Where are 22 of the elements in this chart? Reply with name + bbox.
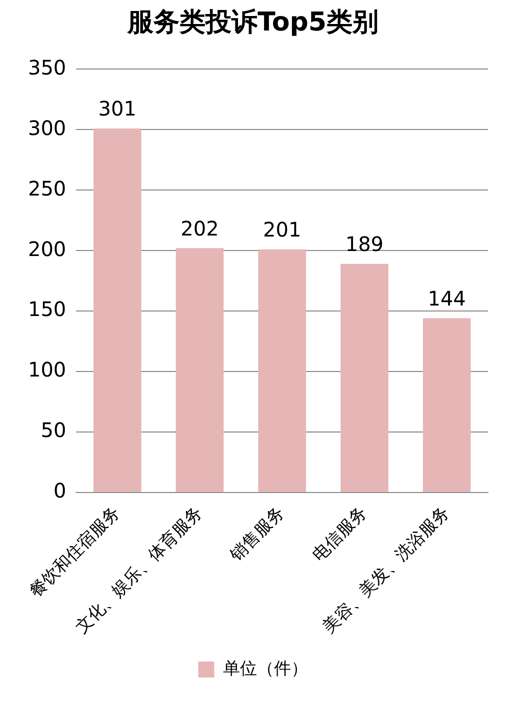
bar — [340, 264, 388, 492]
bar — [422, 318, 471, 492]
y-tick-label: 200 — [28, 236, 66, 261]
legend-label: 单位（件） — [222, 658, 308, 679]
data-label: 189 — [345, 232, 384, 256]
y-tick-label: 300 — [28, 116, 66, 140]
data-label: 144 — [428, 286, 466, 310]
bar — [93, 128, 142, 492]
x-tick-label: 电信服务 — [308, 503, 372, 566]
bar — [176, 248, 224, 492]
x-tick-label: 销售服务 — [226, 503, 289, 566]
data-label: 202 — [180, 216, 219, 240]
y-tick-label: 50 — [40, 418, 66, 442]
y-tick-label: 0 — [53, 478, 66, 503]
data-label: 301 — [98, 96, 136, 121]
chart-title: 服务类投诉Top5类别 — [126, 7, 378, 38]
y-tick-label: 150 — [28, 297, 66, 322]
data-label: 201 — [262, 218, 302, 242]
bar — [258, 249, 306, 492]
y-tick-label: 350 — [28, 55, 66, 80]
y-tick-label: 100 — [28, 358, 66, 382]
y-tick-label: 250 — [28, 176, 66, 200]
